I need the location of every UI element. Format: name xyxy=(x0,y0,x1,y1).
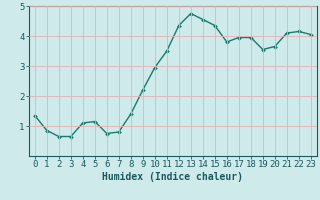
X-axis label: Humidex (Indice chaleur): Humidex (Indice chaleur) xyxy=(102,172,243,182)
